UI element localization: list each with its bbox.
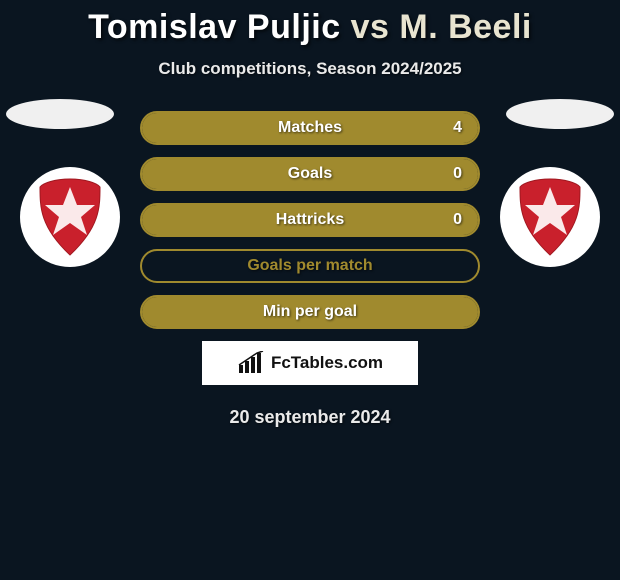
player2-name: M. Beeli	[399, 8, 531, 46]
stat-row: Min per goal	[140, 295, 480, 329]
stat-label: Goals	[288, 165, 332, 183]
subtitle: Club competitions, Season 2024/2025	[0, 59, 620, 79]
stat-row: Goals 0	[140, 157, 480, 191]
bar-chart-icon	[237, 351, 265, 375]
stat-label: Matches	[278, 119, 342, 137]
player2-club-crest	[500, 167, 600, 267]
stat-label: Hattricks	[276, 211, 344, 229]
stat-rows: Matches 4 Goals 0 Hattricks 0 Goals per …	[140, 111, 480, 329]
shield-icon	[35, 177, 105, 257]
player1-silhouette	[6, 99, 114, 129]
stat-row: Hattricks 0	[140, 203, 480, 237]
stat-label: Goals per match	[247, 257, 372, 275]
stat-right-value: 0	[453, 165, 462, 183]
stat-row: Goals per match	[140, 249, 480, 283]
stat-label: Min per goal	[263, 303, 357, 321]
date-text: 20 september 2024	[0, 407, 620, 428]
player1-club-crest	[20, 167, 120, 267]
brand-text: FcTables.com	[271, 353, 383, 373]
stat-right-value: 0	[453, 211, 462, 229]
brand-box: FcTables.com	[202, 341, 418, 385]
vs-text: vs	[351, 8, 390, 46]
player1-name: Tomislav Puljic	[88, 8, 341, 46]
stats-section: Matches 4 Goals 0 Hattricks 0 Goals per …	[0, 111, 620, 428]
stat-right-value: 4	[453, 119, 462, 137]
stat-row: Matches 4	[140, 111, 480, 145]
shield-icon	[515, 177, 585, 257]
page-title: Tomislav Puljic vs M. Beeli	[0, 0, 620, 47]
player2-silhouette	[506, 99, 614, 129]
